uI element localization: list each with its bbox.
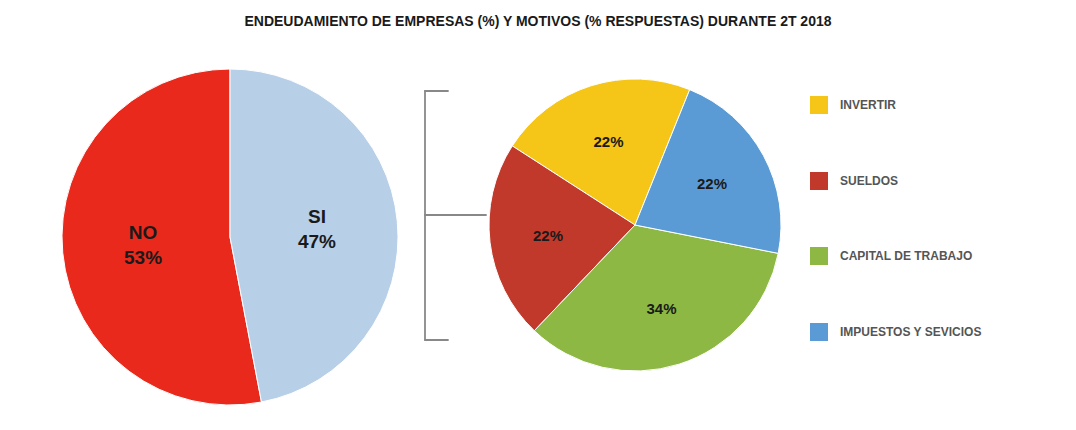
legend-label: SUELDOS	[840, 174, 898, 188]
pie	[62, 69, 398, 405]
pie-slice	[635, 90, 781, 254]
data-label: 53%	[124, 247, 162, 268]
data-label: 22%	[533, 227, 563, 244]
data-label: 22%	[697, 175, 727, 192]
bracket-line	[425, 339, 448, 341]
chart: ENDEUDAMIENTO DE EMPRESAS (%) Y MOTIVOS …	[0, 0, 1076, 430]
data-labels: 22% 22% 34% 22%	[533, 133, 727, 317]
data-label: 47%	[298, 231, 336, 252]
legend-swatch	[810, 96, 828, 114]
bracket	[425, 91, 486, 340]
legend-label: IMPUESTOS Y SEVICIOS	[840, 325, 981, 339]
legend-swatch	[810, 323, 828, 341]
legend: INVERTIR SUELDOS CAPITAL DE TRABAJO IMPUEST…	[810, 96, 981, 341]
data-label: 34%	[646, 300, 676, 317]
legend-label: CAPITAL DE TRABAJO	[840, 249, 972, 263]
pie-slice	[230, 69, 398, 402]
title: ENDEUDAMIENTO DE EMPRESAS (%) Y MOTIVOS …	[244, 13, 831, 29]
data-labels: NO 53% SI 47%	[124, 206, 336, 268]
slice-category-label: NO	[129, 222, 158, 243]
bracket-line	[425, 90, 448, 92]
slice-category-label: SI	[308, 206, 326, 227]
data-label: 22%	[593, 133, 623, 150]
pie	[489, 79, 781, 371]
bracket-line	[425, 214, 486, 216]
legend-label: INVERTIR	[840, 98, 896, 112]
legend-swatch	[810, 247, 828, 265]
pie-slice	[534, 225, 778, 371]
legend-swatch	[810, 172, 828, 190]
